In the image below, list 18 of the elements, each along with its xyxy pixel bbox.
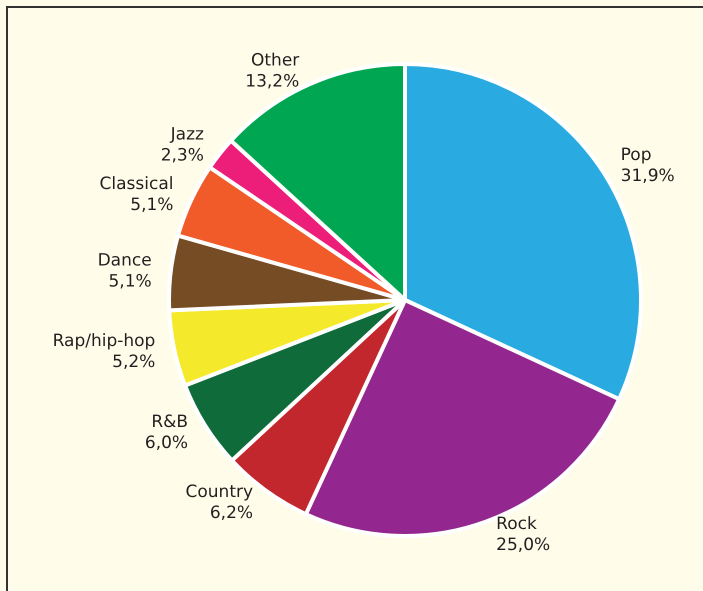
data-label: 13,2% [245,72,300,92]
slice-label: R&B [151,412,188,432]
data-label: 6,2% [210,502,254,523]
data-label: 6,0% [144,433,188,454]
slice-label: Country [186,482,254,502]
slice-label: Rap/hip-hop [52,330,156,351]
slice-label: Classical [100,174,174,194]
data-label: 25,0% [496,535,550,556]
slice-label: Dance [98,250,152,271]
slice-label: Rock [496,514,537,534]
slice-label: Pop [620,144,652,165]
data-label: 31,9% [620,166,675,186]
data-label: 5,1% [108,272,152,292]
data-label: 2,3% [160,145,204,166]
slice-label: Other [250,50,300,71]
slice-label: Jazz [170,124,204,144]
data-label: 5,2% [112,352,156,372]
data-label: 5,1% [130,194,174,215]
